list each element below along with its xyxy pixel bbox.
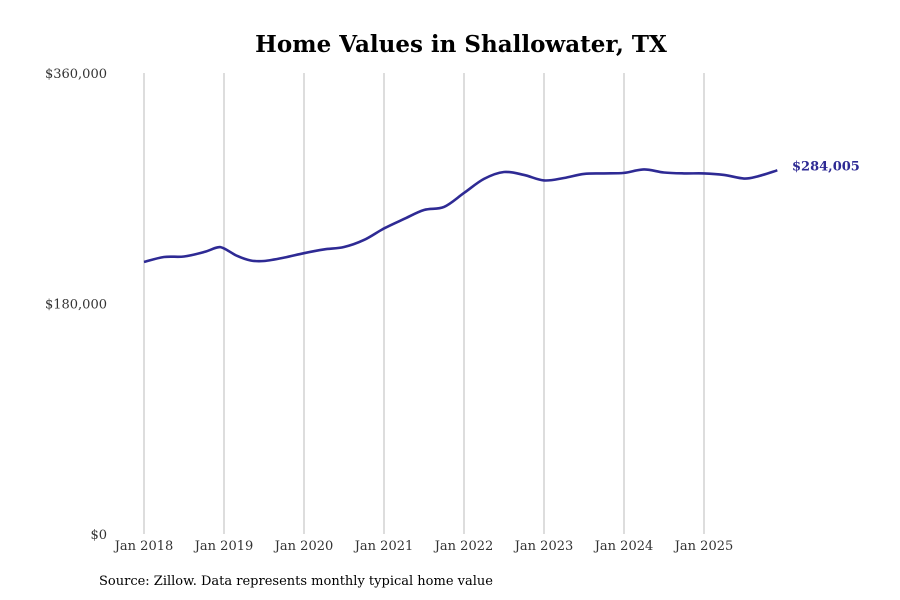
x-tick-label: Jan 2024	[593, 539, 654, 554]
end-value-label: $284,005	[792, 159, 860, 174]
x-tick-label: Jan 2021	[353, 539, 414, 554]
x-tick-label: Jan 2022	[433, 539, 494, 554]
series-line	[143, 168, 778, 264]
y-tick-label: $360,000	[45, 67, 107, 82]
x-tick-label: Jan 2025	[673, 539, 734, 554]
y-tick-label: $180,000	[45, 298, 107, 313]
source-note: Source: Zillow. Data represents monthly …	[99, 574, 493, 589]
chart-title: Home Values in Shallowater, TX	[255, 31, 667, 58]
x-tick-label: Jan 2020	[273, 539, 334, 554]
x-tick-label: Jan 2023	[513, 539, 574, 554]
y-tick-label: $0	[90, 528, 107, 543]
x-tick-label: Jan 2018	[113, 539, 174, 554]
x-tick-label: Jan 2019	[193, 539, 254, 554]
